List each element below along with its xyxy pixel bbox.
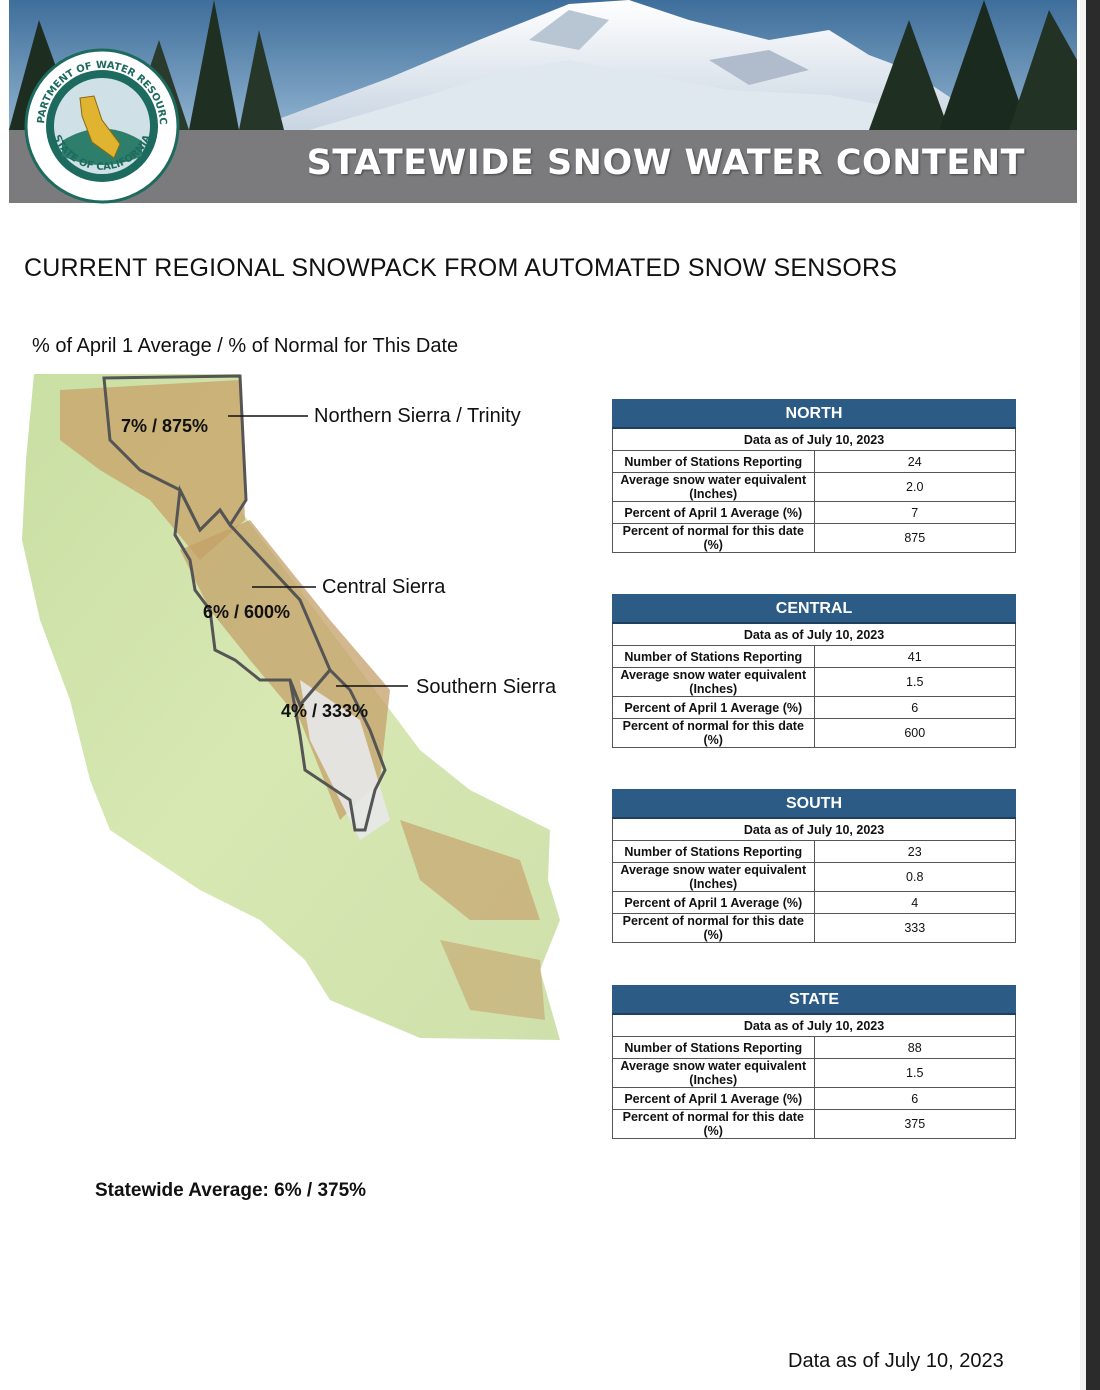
row-label: Average snow water equivalent (Inches) xyxy=(612,667,815,697)
table-date: Data as of July 10, 2023 xyxy=(612,622,1016,646)
row-value: 4 xyxy=(813,891,1016,914)
table-row: Percent of normal for this date (%) 333 xyxy=(612,913,1016,943)
row-label: Percent of normal for this date (%) xyxy=(612,913,815,943)
north-pct-label: 7% / 875% xyxy=(121,416,209,436)
row-label: Number of Stations Reporting xyxy=(612,1036,815,1059)
row-label: Average snow water equivalent (Inches) xyxy=(612,472,815,502)
table-row: Average snow water equivalent (Inches) 0.… xyxy=(612,862,1016,892)
central-table: CENTRAL Data as of July 10, 2023 Number … xyxy=(612,594,1016,748)
row-label: Number of Stations Reporting xyxy=(612,645,815,668)
south-terrain xyxy=(400,820,540,920)
row-value: 0.8 xyxy=(813,862,1016,892)
desert-terrain xyxy=(440,940,545,1020)
table-row: Number of Stations Reporting 24 xyxy=(612,450,1016,473)
table-title: CENTRAL xyxy=(612,594,1016,624)
footer-date: Data as of July 10, 2023 xyxy=(788,1350,1004,1372)
window-border xyxy=(1086,0,1100,1390)
row-value: 600 xyxy=(813,718,1016,748)
south-region-label: Southern Sierra xyxy=(416,676,557,698)
table-title: STATE xyxy=(612,985,1016,1015)
south-region-boundary xyxy=(288,667,387,832)
table-row: Percent of normal for this date (%) 875 xyxy=(612,523,1016,553)
row-value: 333 xyxy=(813,913,1016,943)
row-value: 1.5 xyxy=(813,1058,1016,1088)
table-title: SOUTH xyxy=(612,789,1016,819)
central-pct-label: 6% / 600% xyxy=(203,602,291,622)
statewide-average: Statewide Average: 6% / 375% xyxy=(95,1180,367,1201)
row-label: Percent of April 1 Average (%) xyxy=(612,501,815,524)
table-date: Data as of July 10, 2023 xyxy=(612,1013,1016,1037)
row-value: 88 xyxy=(813,1036,1016,1059)
row-value: 6 xyxy=(813,696,1016,719)
row-value: 375 xyxy=(813,1109,1016,1139)
south-table: SOUTH Data as of July 10, 2023 Number of… xyxy=(612,789,1016,943)
table-row: Average snow water equivalent (Inches) 1.… xyxy=(612,1058,1016,1088)
page-edge xyxy=(1080,0,1086,1390)
row-value: 41 xyxy=(813,645,1016,668)
table-date: Data as of July 10, 2023 xyxy=(612,427,1016,451)
table-row: Percent of April 1 Average (%) 4 xyxy=(612,891,1016,914)
sierra-snow xyxy=(300,680,390,840)
row-value: 875 xyxy=(813,523,1016,553)
row-label: Percent of normal for this date (%) xyxy=(612,523,815,553)
north-terrain xyxy=(60,380,245,560)
table-row: Percent of April 1 Average (%) 6 xyxy=(612,696,1016,719)
north-region-label: Northern Sierra / Trinity xyxy=(314,405,521,427)
central-region-label: Central Sierra xyxy=(322,576,446,598)
page-heading: CURRENT REGIONAL SNOWPACK FROM AUTOMATED… xyxy=(24,254,898,282)
row-value: 23 xyxy=(813,840,1016,863)
table-row: Percent of normal for this date (%) 600 xyxy=(612,718,1016,748)
table-row: Average snow water equivalent (Inches) 1.… xyxy=(612,667,1016,697)
north-table: NORTH Data as of July 10, 2023 Number of… xyxy=(612,399,1016,553)
table-row: Average snow water equivalent (Inches) 2.… xyxy=(612,472,1016,502)
table-row: Number of Stations Reporting 23 xyxy=(612,840,1016,863)
table-row: Percent of normal for this date (%) 375 xyxy=(612,1109,1016,1139)
row-value: 1.5 xyxy=(813,667,1016,697)
row-label: Percent of April 1 Average (%) xyxy=(612,891,815,914)
row-label: Number of Stations Reporting xyxy=(612,450,815,473)
row-value: 2.0 xyxy=(813,472,1016,502)
state-table: STATE Data as of July 10, 2023 Number of… xyxy=(612,985,1016,1139)
south-pct-label: 4% / 333% xyxy=(281,701,369,721)
row-value: 7 xyxy=(813,501,1016,524)
dwr-seal-logo: DEPARTMENT OF WATER RESOURCES STATE OF C… xyxy=(22,46,180,204)
table-row: Percent of April 1 Average (%) 6 xyxy=(612,1087,1016,1110)
banner-title: STATEWIDE SNOW WATER CONTENT xyxy=(306,143,1025,183)
row-label: Number of Stations Reporting xyxy=(612,840,815,863)
table-row: Percent of April 1 Average (%) 7 xyxy=(612,501,1016,524)
row-label: Percent of April 1 Average (%) xyxy=(612,696,815,719)
california-snowpack-map xyxy=(22,374,560,1040)
row-label: Average snow water equivalent (Inches) xyxy=(612,1058,815,1088)
table-row: Number of Stations Reporting 88 xyxy=(612,1036,1016,1059)
row-label: Percent of normal for this date (%) xyxy=(612,1109,815,1139)
table-date: Data as of July 10, 2023 xyxy=(612,817,1016,841)
table-title: NORTH xyxy=(612,399,1016,429)
row-value: 6 xyxy=(813,1087,1016,1110)
central-region-boundary xyxy=(173,484,332,708)
table-row: Number of Stations Reporting 41 xyxy=(612,645,1016,668)
row-label: Percent of normal for this date (%) xyxy=(612,718,815,748)
map-subheading: % of April 1 Average / % of Normal for T… xyxy=(32,335,459,357)
row-label: Average snow water equivalent (Inches) xyxy=(612,862,815,892)
row-label: Percent of April 1 Average (%) xyxy=(612,1087,815,1110)
row-value: 24 xyxy=(813,450,1016,473)
